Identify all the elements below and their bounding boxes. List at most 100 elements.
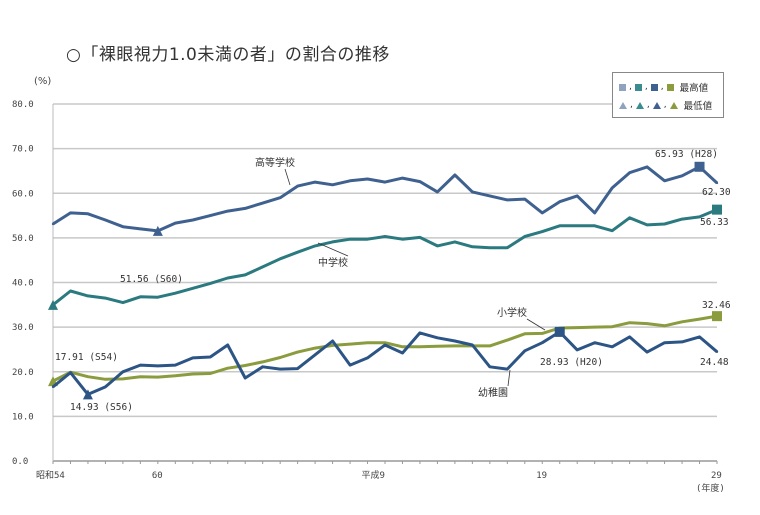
data-point: [226, 366, 229, 370]
data-point: [383, 343, 387, 347]
data-point: [121, 301, 125, 304]
leader-line: [526, 318, 546, 331]
y-tick-label: 40.0: [12, 279, 34, 289]
data-point: [331, 183, 334, 186]
value-annotation: 65.93 (H28): [655, 149, 718, 160]
data-point: [593, 325, 596, 329]
data-point: [86, 212, 90, 215]
y-tick-label: 10.0: [12, 412, 34, 422]
data-point: [191, 218, 194, 222]
data-point: [139, 375, 142, 378]
data-point: [541, 332, 544, 335]
data-point: [436, 244, 439, 248]
y-tick-label: 20.0: [12, 368, 34, 378]
data-point: [51, 385, 55, 389]
max-marker-square: [712, 311, 722, 322]
data-point: [663, 179, 666, 182]
data-point: [593, 341, 596, 344]
data-point: [296, 367, 299, 370]
data-point: [104, 378, 107, 381]
value-annotation: 32.46: [702, 300, 731, 311]
data-point: [191, 372, 194, 376]
data-point: [436, 345, 439, 348]
data-point: [628, 335, 631, 339]
data-point: [209, 355, 212, 359]
data-point: [610, 186, 614, 190]
data-point: [313, 244, 317, 248]
chart-title: ○「裸眼視力1.0未満の者」の割合の推移: [66, 45, 390, 65]
data-point: [418, 236, 422, 239]
legend-max-square-2: [634, 83, 642, 91]
data-point: [610, 345, 614, 348]
x-tick-label: 29: [711, 471, 722, 481]
data-point: [244, 273, 247, 277]
data-point: [541, 211, 544, 215]
x-tick-label: 昭和54: [36, 470, 65, 481]
data-point: [174, 292, 177, 295]
y-tick-label: 60.0: [12, 189, 34, 199]
data-point: [401, 345, 404, 348]
data-point: [663, 341, 666, 344]
data-point: [261, 360, 264, 364]
data-point: [453, 173, 457, 177]
data-point: [471, 343, 474, 347]
data-point: [645, 223, 649, 227]
data-point: [558, 200, 561, 203]
data-point: [278, 257, 282, 261]
series-label: 小学校: [497, 306, 527, 319]
data-point: [576, 348, 579, 352]
data-point: [698, 317, 701, 321]
data-point: [69, 371, 72, 374]
data-point: [680, 320, 684, 323]
data-point: [593, 224, 596, 228]
data-point: [383, 180, 387, 184]
data-point: [471, 190, 474, 194]
legend-min-triangle-2: [635, 101, 644, 109]
data-point: [523, 235, 526, 238]
data-point: [523, 349, 526, 352]
y-tick-label: 80.0: [12, 100, 34, 110]
data-point: [191, 356, 194, 360]
data-point: [610, 229, 614, 232]
data-point: [698, 335, 701, 339]
data-point: [645, 350, 649, 354]
value-annotation: 14.93 (S56): [70, 402, 133, 413]
data-point: [541, 230, 544, 233]
legend: , , , 最高値 , , , 最低値: [612, 72, 724, 118]
data-point: [104, 385, 107, 389]
data-point: [645, 165, 649, 169]
data-point: [366, 238, 369, 241]
data-point: [453, 344, 457, 348]
data-point: [226, 276, 229, 280]
data-point: [488, 344, 492, 348]
data-point: [278, 367, 282, 371]
data-point: [698, 215, 701, 219]
data-point: [296, 350, 299, 354]
data-point: [488, 365, 492, 369]
series-label: 中学校: [318, 256, 348, 269]
data-point: [121, 370, 125, 373]
legend-min-triangle-3: [652, 101, 661, 109]
data-point: [663, 222, 666, 226]
data-point: [296, 184, 299, 188]
y-tick-label: 30.0: [12, 323, 34, 333]
data-point: [209, 282, 212, 285]
data-point: [51, 222, 55, 226]
value-annotation: 51.56 (S60): [120, 274, 183, 285]
data-point: [121, 377, 125, 381]
data-point: [366, 177, 369, 181]
data-point: [331, 344, 334, 347]
y-tick-label: 0.0: [12, 457, 28, 467]
data-point: [86, 375, 90, 378]
data-point: [104, 296, 107, 300]
data-point: [401, 351, 404, 355]
data-point: [69, 211, 72, 215]
data-point: [715, 181, 719, 185]
min-marker-triangle: [48, 299, 58, 310]
data-point: [576, 326, 579, 329]
data-point: [313, 180, 317, 184]
legend-min-row: , , , 最低値: [619, 98, 712, 112]
x-axis-unit: (年度): [696, 482, 725, 494]
legend-max-row: , , , 最高値: [619, 80, 708, 94]
data-point: [121, 225, 125, 228]
